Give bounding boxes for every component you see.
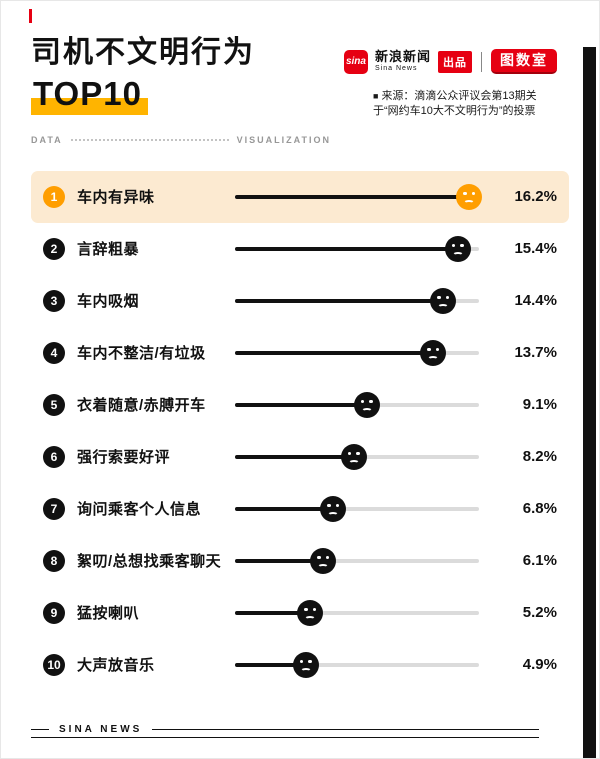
bar-track	[235, 287, 479, 314]
rank-badge: 9	[43, 601, 65, 624]
rank-badge: 4	[43, 341, 65, 364]
sad-face-icon	[444, 235, 471, 262]
page-title-top10: TOP10	[31, 75, 148, 115]
dotted-divider	[70, 138, 229, 141]
sad-face-icon	[297, 599, 324, 626]
rank-badge: 7	[43, 497, 65, 520]
row-label: 询问乘客个人信息	[77, 501, 202, 519]
bar-track	[235, 547, 479, 574]
sad-face-icon	[430, 287, 457, 314]
bar-track	[235, 391, 479, 418]
sad-face-icon	[320, 495, 347, 522]
brand-subtitle: Sina News	[374, 65, 418, 73]
row-label: 言辞粗暴	[77, 241, 140, 259]
bar-fill	[235, 235, 471, 262]
percent-value: 5.2%	[522, 604, 557, 622]
rank-badge: 8	[43, 549, 65, 572]
right-edge-bar	[583, 47, 596, 758]
bar-track	[235, 235, 479, 262]
sad-face-icon	[340, 443, 367, 470]
footer-brand: SINA NEWS	[49, 724, 153, 735]
bar-track	[235, 651, 479, 678]
chart-row: 5 衣着随意/赤膊开车 9.1%	[31, 379, 569, 431]
bar-fill	[235, 443, 367, 470]
square-bullet-icon: ■	[373, 91, 379, 101]
bar-fill	[235, 495, 347, 522]
title-block: 司机不文明行为 TOP10	[1, 1, 599, 115]
chart-row: 10 大声放音乐 4.9%	[31, 639, 569, 691]
rank-badge: 10	[43, 653, 65, 676]
chart-row: 3 车内吸烟 14.4%	[31, 275, 569, 327]
row-label: 车内有异味	[77, 189, 155, 207]
sad-face-icon	[456, 183, 483, 210]
sina-logo-icon: sina	[343, 49, 368, 74]
row-label: 衣着随意/赤膊开车	[77, 397, 206, 415]
bar-track	[235, 183, 483, 210]
chart-row: 2 言辞粗暴 15.4%	[31, 223, 569, 275]
bar-fill	[235, 599, 324, 626]
source-note: ■ 来源：滴滴公众评议会第13期关于“网约车10大不文明行为”的投票	[373, 89, 553, 119]
page-title: 司机不文明行为	[31, 36, 255, 69]
row-label: 大声放音乐	[77, 657, 155, 675]
rank-badge: 6	[43, 445, 65, 468]
brand-divider	[481, 51, 482, 72]
percent-value: 6.8%	[522, 500, 557, 518]
visualization-label: VISUALIZATION	[236, 134, 331, 145]
rank-badge: 3	[43, 289, 65, 312]
brand-row: sina 新浪新闻 Sina News 出品 图数室	[343, 49, 557, 74]
rank-badge: 2	[43, 237, 65, 260]
data-visualization-strip: DATA VISUALIZATION	[31, 135, 331, 145]
percent-value: 8.2%	[522, 448, 557, 466]
brand-name: 新浪新闻	[374, 49, 431, 64]
data-label: DATA	[31, 134, 63, 145]
bar-track	[235, 443, 479, 470]
row-label: 车内吸烟	[77, 293, 140, 311]
bar-fill	[235, 547, 337, 574]
bar-fill	[235, 339, 447, 366]
footer-rule: SINA NEWS	[31, 724, 539, 738]
row-label: 絮叨/总想找乘客聊天	[77, 553, 222, 571]
bar-track	[235, 339, 479, 366]
tushushi-logo: 图数室	[491, 49, 557, 74]
sad-face-icon	[353, 391, 380, 418]
bar-fill	[235, 651, 319, 678]
bar-fill	[235, 391, 380, 418]
percent-value: 13.7%	[514, 344, 557, 362]
chart-row: 9 猛按喇叭 5.2%	[31, 587, 569, 639]
bar-track	[235, 599, 479, 626]
row-label: 车内不整洁/有垃圾	[77, 345, 206, 363]
bar-fill	[235, 183, 483, 210]
rank-badge: 1	[43, 185, 65, 208]
percent-value: 4.9%	[522, 656, 557, 674]
percent-value: 15.4%	[514, 240, 557, 258]
chart-row: 6 强行索要好评 8.2%	[31, 431, 569, 483]
sad-face-icon	[292, 651, 319, 678]
percent-value: 6.1%	[522, 552, 557, 570]
percent-value: 9.1%	[522, 396, 557, 414]
produced-badge: 出品	[438, 50, 472, 73]
chart-rows: 1 车内有异味 16.2% 2 言辞粗暴 15.4% 3 车内吸烟	[31, 170, 569, 691]
brand-text: 新浪新闻 Sina News	[374, 49, 431, 73]
chart-row: 7 询问乘客个人信息 6.8%	[31, 483, 569, 535]
bar-track	[235, 495, 479, 522]
sad-face-icon	[310, 547, 337, 574]
bar-fill	[235, 287, 457, 314]
sad-face-icon	[420, 339, 447, 366]
chart-row: 8 絮叨/总想找乘客聊天 6.1%	[31, 535, 569, 587]
chart-row: 4 车内不整洁/有垃圾 13.7%	[31, 327, 569, 379]
row-label: 强行索要好评	[77, 449, 171, 467]
source-text: 来源：滴滴公众评议会第13期关于“网约车10大不文明行为”的投票	[373, 90, 537, 117]
rank-badge: 5	[43, 393, 65, 416]
red-accent-mark	[29, 9, 32, 23]
row-label: 猛按喇叭	[77, 605, 140, 623]
percent-value: 14.4%	[514, 292, 557, 310]
chart-row: 1 车内有异味 16.2%	[31, 170, 569, 223]
percent-value: 16.2%	[514, 188, 557, 206]
